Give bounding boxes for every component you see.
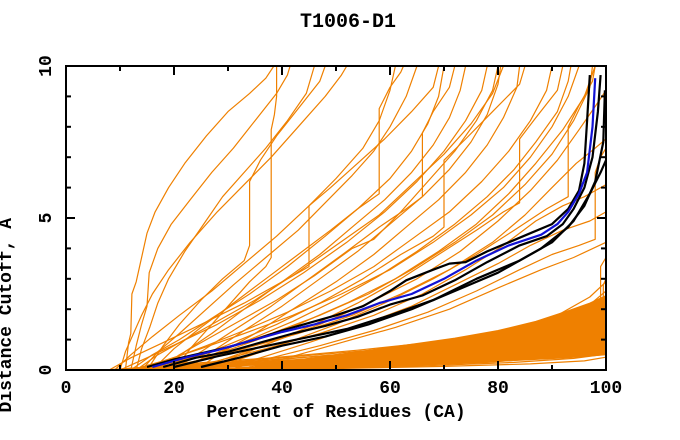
chart-title: T1006-D1 xyxy=(299,11,396,34)
x-tick-label: 0 xyxy=(61,379,72,399)
model-curve xyxy=(136,314,607,371)
x-axis-title: Percent of Residues (CA) xyxy=(206,403,466,423)
model-curve xyxy=(173,184,607,371)
y-tick-label: 10 xyxy=(37,55,57,77)
model-curve xyxy=(179,65,572,371)
model-curve xyxy=(146,329,607,371)
model-curve xyxy=(141,323,607,371)
model-curve xyxy=(135,65,440,371)
model-curve xyxy=(190,89,607,371)
model-curve xyxy=(162,65,526,371)
model-curve xyxy=(184,65,502,371)
x-tick-label: 60 xyxy=(379,379,401,399)
model-curve xyxy=(130,65,445,371)
model-curve xyxy=(114,65,396,371)
model-curve xyxy=(151,65,405,371)
model-curve xyxy=(162,65,467,371)
model-curve xyxy=(168,65,596,371)
model-curve xyxy=(173,65,456,371)
model-curve xyxy=(108,65,504,371)
model-curve xyxy=(217,348,607,371)
model-curve xyxy=(135,65,315,371)
x-tick-label: 80 xyxy=(487,379,509,399)
model-curve xyxy=(141,65,418,371)
model-curve xyxy=(238,241,607,371)
x-tick-label: 40 xyxy=(271,379,293,399)
model-curve xyxy=(173,66,278,371)
model-curve xyxy=(130,308,607,371)
black-model-2-curve xyxy=(162,75,602,369)
model-curve xyxy=(146,65,553,371)
model-curve xyxy=(184,257,607,371)
y-tick-label: 0 xyxy=(37,365,57,376)
model-curve xyxy=(146,65,326,371)
model-curve xyxy=(119,65,348,371)
x-tick-label: 20 xyxy=(163,379,185,399)
model-curve xyxy=(195,278,607,371)
model-curve xyxy=(227,147,607,371)
model-curve xyxy=(217,211,607,371)
x-tick-label: 100 xyxy=(590,379,622,399)
model-curve xyxy=(157,65,499,371)
y-tick-label: 5 xyxy=(37,213,57,224)
model-curve xyxy=(130,65,580,371)
blue-model-curve xyxy=(152,78,597,369)
model-curve xyxy=(130,65,291,371)
model-curve xyxy=(109,281,607,371)
model-curve xyxy=(124,65,275,371)
black-model-4-curve xyxy=(200,90,606,369)
